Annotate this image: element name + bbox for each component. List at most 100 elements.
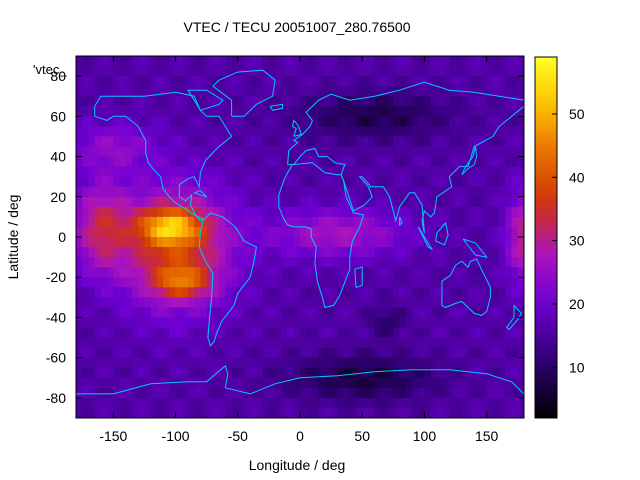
heatmap-cell [113,367,120,379]
heatmap-cell [107,277,114,288]
heatmap-cell [94,106,102,117]
heatmap-cell [356,86,363,97]
heatmap-cell [324,126,332,137]
heatmap-cell [219,126,226,137]
heatmap-cell [443,156,450,168]
heatmap-cell [424,407,432,419]
heatmap-cell [219,156,226,168]
heatmap-cell [318,136,326,147]
heatmap-cell [474,317,481,328]
heatmap-cell [356,126,363,137]
heatmap-cell [113,166,120,178]
heatmap-cell [212,327,220,338]
heatmap-cell [194,327,201,338]
heatmap-cell [349,226,357,238]
coastline-australia [441,258,491,316]
heatmap-cell [505,237,512,248]
heatmap-cell [250,267,257,278]
heatmap-cell [331,287,338,298]
heatmap-cell [380,407,388,419]
heatmap-cell [368,277,376,288]
heatmap-cell [356,397,363,409]
heatmap-cell [76,407,83,419]
heatmap-cell [212,226,220,238]
heatmap-cell [138,186,145,198]
heatmap-cell [82,56,89,67]
heatmap-cell [125,367,133,379]
heatmap-cell [349,387,357,399]
heatmap-cell [200,196,208,208]
heatmap-cell [94,216,102,228]
heatmap-cell [511,116,519,127]
heatmap-cell [100,347,108,359]
heatmap-cell [256,196,264,208]
heatmap-cell [374,357,382,369]
heatmap-cell [362,146,369,157]
heatmap-cell [424,257,432,268]
heatmap-cell [76,307,83,318]
heatmap-cell [418,327,425,338]
heatmap-cell [150,267,158,278]
heatmap-cell [132,307,139,318]
heatmap-cell [331,96,338,107]
heatmap-cell [306,96,313,107]
heatmap-cell [368,307,376,318]
heatmap-cell [175,397,183,409]
heatmap-cell [188,397,195,409]
heatmap-cell [144,86,152,97]
heatmap-cell [250,377,257,389]
heatmap-cell [343,317,351,328]
heatmap-cell [100,317,108,328]
heatmap-cell [107,237,114,248]
heatmap-cell [244,377,251,389]
heatmap-cell [100,226,108,238]
heatmap-cell [100,337,108,349]
heatmap-cell [181,76,189,87]
heatmap-cell [300,86,307,97]
heatmap-cell [262,106,270,117]
heatmap-cell [169,76,176,87]
heatmap-cell [107,146,114,157]
heatmap-cell [287,56,295,67]
heatmap-cell [169,126,176,137]
heatmap-cell [424,377,432,389]
heatmap-cell [94,397,102,409]
heatmap-cell [480,216,488,228]
heatmap-cell [175,136,183,147]
heatmap-cell [312,116,320,127]
heatmap-cell [405,186,413,198]
heatmap-cell [306,357,313,369]
heatmap-cell [300,126,307,137]
heatmap-cell [268,367,276,379]
heatmap-cell [337,156,344,168]
heatmap-cell [156,387,164,399]
heatmap-cell [281,337,288,349]
heatmap-cell [331,136,338,147]
heatmap-cell [113,317,120,328]
heatmap-cell [113,56,120,67]
heatmap-cell [405,226,413,238]
heatmap-cell [175,357,183,369]
heatmap-cell [88,367,96,379]
heatmap-cell [244,186,251,198]
heatmap-cell [517,86,525,97]
heatmap-cell [424,387,432,399]
heatmap-cell [268,347,276,359]
heatmap-cell [76,176,83,188]
heatmap-cell [418,307,425,318]
heatmap-cell [268,387,276,399]
heatmap-cell [156,317,164,328]
heatmap-cell [206,206,214,218]
heatmap-cell [275,327,282,338]
heatmap-cell [225,317,232,328]
heatmap-cell [169,166,176,178]
heatmap-cell [200,96,208,107]
heatmap-cell [82,176,89,188]
heatmap-cell [331,56,338,67]
heatmap-cell [318,377,326,389]
heatmap-cell [219,347,226,359]
heatmap-cell [393,76,400,87]
heatmap-cell [200,156,208,168]
heatmap-cell [250,367,257,379]
heatmap-cell [343,277,351,288]
